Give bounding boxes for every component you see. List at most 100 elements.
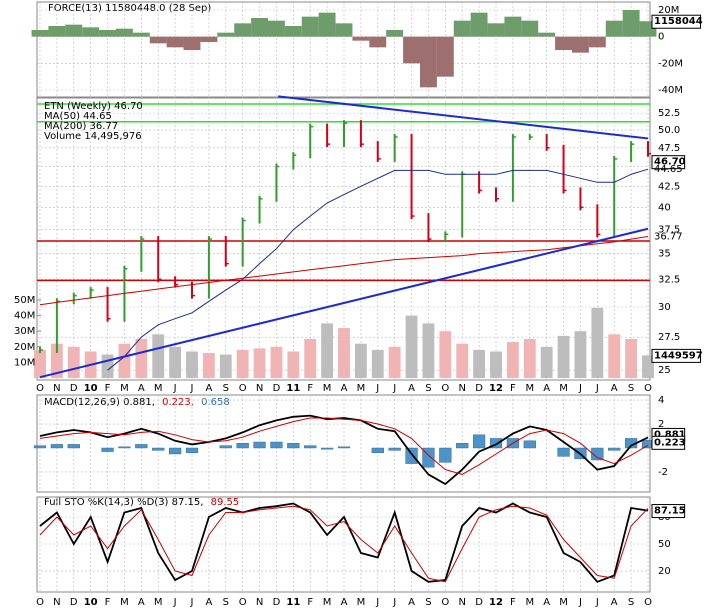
volume-bar	[152, 334, 165, 378]
x-tick-label: A	[408, 383, 415, 394]
volume-bar	[354, 343, 367, 378]
x-tick-label: M	[120, 597, 129, 608]
x-tick-label: J	[392, 597, 396, 608]
price-bar	[376, 141, 381, 162]
y-tick-label: 50.0	[658, 125, 680, 136]
volume-bar	[338, 328, 350, 378]
force-bar	[48, 26, 66, 37]
x-tick-label: O	[441, 597, 449, 608]
x-tick-label: A	[138, 597, 145, 608]
y-tick-label: 0	[658, 32, 664, 43]
y-tick-label: 40	[658, 202, 671, 213]
force-bar	[352, 36, 370, 41]
price-bar	[393, 134, 398, 162]
volume-bar	[523, 339, 536, 378]
volume-bar	[34, 349, 46, 378]
x-tick-label: N	[458, 597, 465, 608]
price-bar	[72, 292, 77, 305]
x-tick-label: S	[628, 597, 634, 608]
force-bar	[622, 10, 640, 37]
macd-title-part: 0.223,	[162, 397, 194, 408]
force-bar	[470, 12, 488, 37]
force-title: FORCE(13) 11580448.0 (28 Sep)	[48, 3, 211, 14]
volume-tick-label: 40M	[14, 311, 35, 322]
x-tick-label: N	[256, 383, 263, 394]
end-label: 36.77	[654, 231, 683, 242]
volume-bar	[608, 334, 621, 378]
y-tick-label: 25	[658, 365, 671, 376]
x-tick-label: 11	[286, 383, 300, 394]
price-bar	[545, 134, 550, 151]
x-tick-label: F	[105, 383, 111, 394]
histogram-bar	[523, 440, 536, 449]
histogram-bar	[118, 446, 131, 449]
force-bar	[65, 24, 83, 37]
histogram-bar	[33, 445, 47, 449]
volume-bar	[287, 351, 300, 378]
force-bar	[284, 26, 302, 37]
histogram-bar	[67, 444, 80, 449]
volume-bar	[439, 331, 452, 378]
legend-entry: MA(50) 44.65	[44, 111, 112, 122]
price-bar	[157, 236, 162, 283]
x-tick-label: A	[408, 597, 415, 608]
price-bar	[579, 187, 584, 211]
x-tick-label: A	[341, 597, 348, 608]
histogram-bar	[591, 447, 604, 461]
histogram-bar	[439, 447, 452, 463]
x-tick-label: J	[595, 597, 599, 608]
volume-bar	[405, 315, 418, 378]
y-tick-label: 32.5	[658, 274, 680, 285]
x-tick-label: D	[273, 597, 281, 608]
x-tick-label: A	[205, 383, 212, 394]
y-tick-label: -2	[658, 467, 668, 478]
x-tick-label: M	[525, 383, 534, 394]
x-tick-label: M	[559, 597, 568, 608]
end-label: 0.223	[654, 437, 686, 448]
price-bar	[275, 163, 280, 202]
x-tick-label: O	[239, 383, 247, 394]
x-tick-label: J	[578, 597, 582, 608]
histogram-bar	[388, 447, 401, 451]
macd-title-part: 0.658	[201, 397, 230, 408]
y-tick-label: 20M	[658, 5, 679, 16]
force-bar	[301, 16, 319, 37]
volume-tick-label: 10M	[14, 357, 35, 368]
price-bar	[89, 287, 94, 299]
force-bar	[572, 36, 589, 53]
volume-tick-label: 50M	[14, 295, 35, 306]
x-tick-label: O	[36, 597, 44, 608]
volume-bar	[625, 339, 638, 378]
x-tick-label: J	[392, 383, 396, 394]
force-bar	[132, 32, 150, 37]
volume-bar	[540, 346, 553, 378]
sto-title-part: 89.55	[211, 497, 240, 508]
force-bar	[487, 23, 505, 37]
histogram-bar	[152, 447, 165, 451]
moving-average	[107, 168, 649, 371]
y-tick-label: 27.5	[658, 332, 680, 343]
force-bar	[420, 36, 437, 88]
volume-bar	[557, 335, 570, 378]
trend-line	[278, 95, 649, 140]
volume-bar	[304, 339, 317, 378]
force-bar	[436, 36, 454, 77]
force-bar	[116, 28, 133, 37]
price-bar	[427, 213, 432, 243]
x-tick-label: D	[475, 383, 483, 394]
volume-bar	[118, 343, 131, 378]
price-bar	[647, 141, 651, 157]
x-tick-label: N	[256, 597, 263, 608]
volume-bar	[253, 348, 266, 378]
price-bar	[596, 204, 601, 238]
force-bar	[217, 32, 235, 37]
y-tick-label: 47.5	[658, 143, 680, 154]
volume-bar	[219, 354, 232, 378]
volume-bar	[321, 323, 334, 378]
marks-layer	[31, 10, 657, 583]
x-tick-label: J	[578, 383, 582, 394]
y-tick-label: 37.5	[658, 225, 680, 236]
x-tick-label: A	[341, 383, 348, 394]
x-tick-label: N	[53, 597, 60, 608]
